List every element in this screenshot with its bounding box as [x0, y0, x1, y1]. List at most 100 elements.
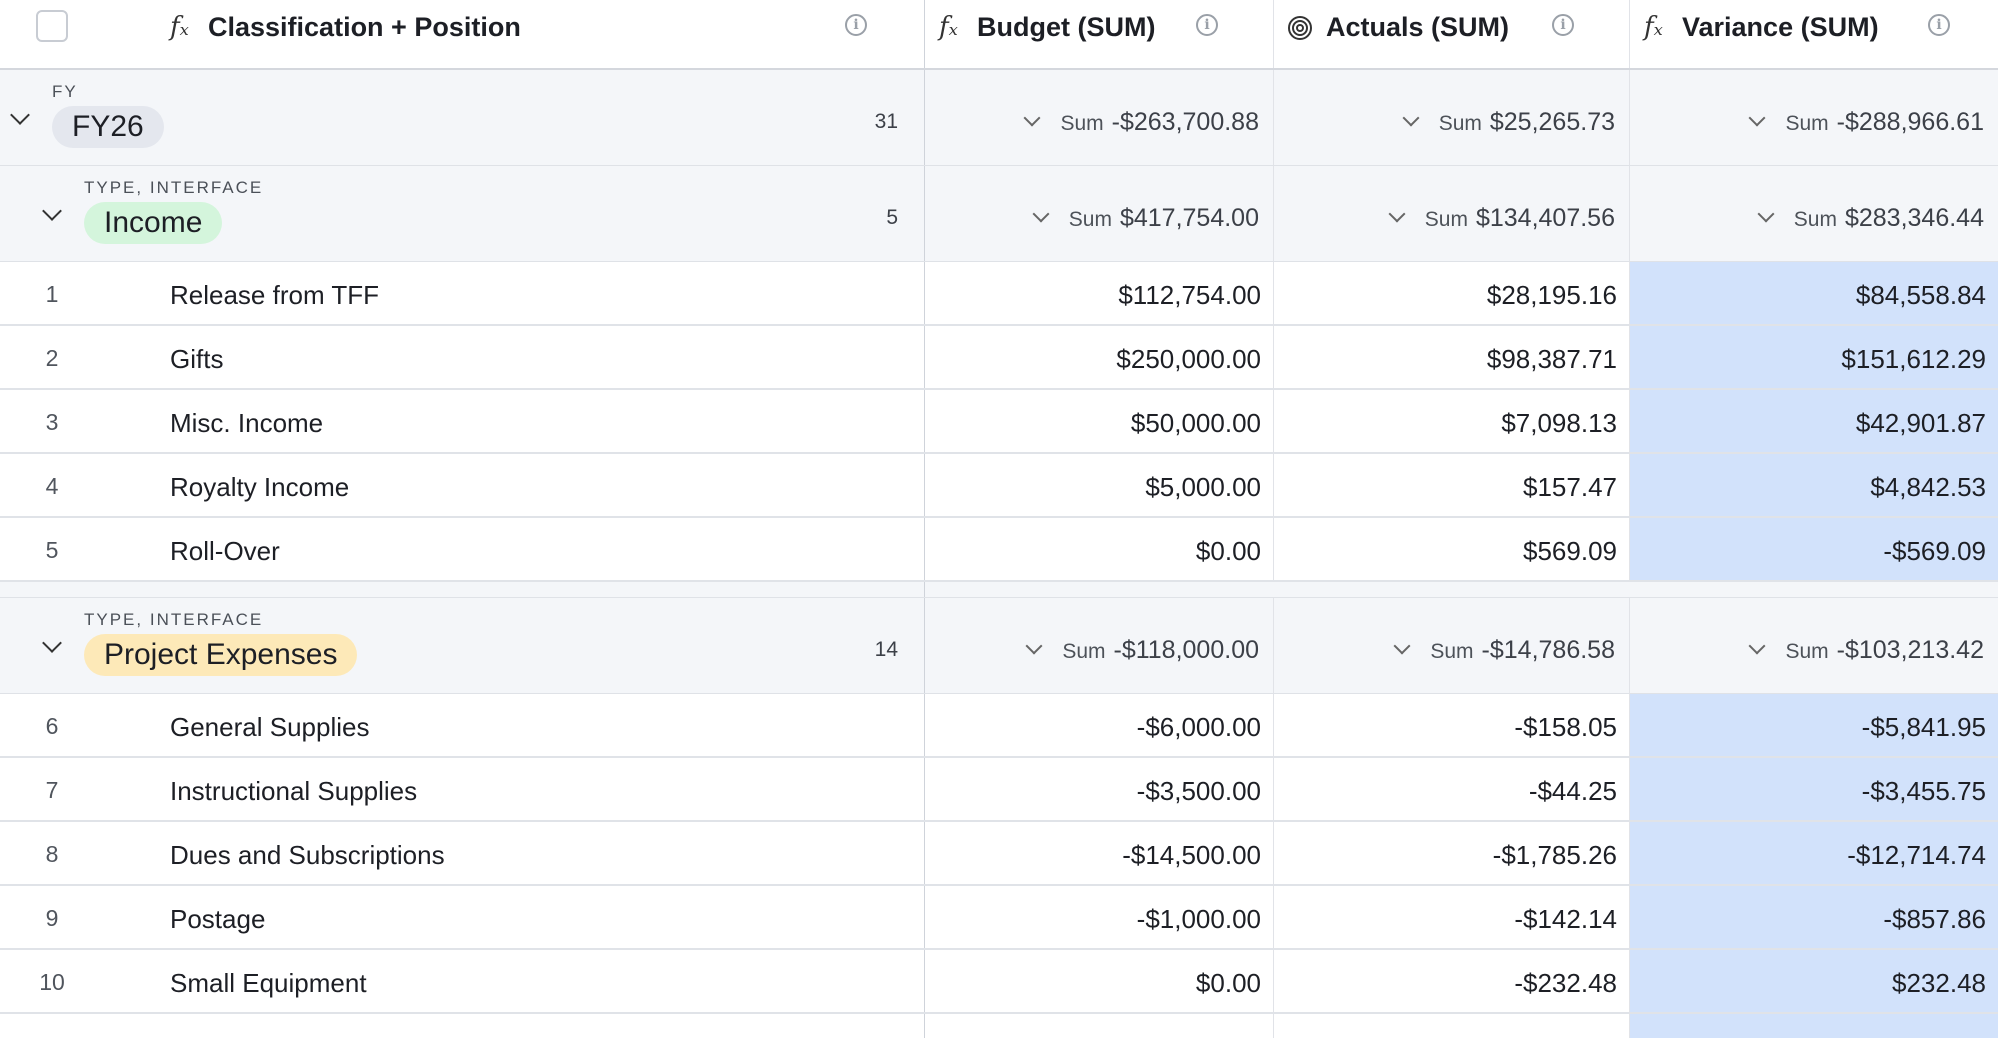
row-name[interactable]: General Supplies	[170, 712, 370, 742]
row-number: 1	[45, 281, 59, 307]
chevron-down-icon[interactable]	[1748, 637, 1766, 655]
budget-cell[interactable]: $50,000.00	[924, 390, 1273, 452]
row-name[interactable]: Release from TFF	[170, 280, 380, 310]
header-col-actuals[interactable]: Actuals (SUM) i	[1273, 0, 1629, 68]
chevron-down-icon[interactable]	[10, 105, 30, 125]
variance-cell[interactable]: $84,558.84	[1629, 262, 1998, 324]
budget-cell[interactable]: $5,000.00	[924, 454, 1273, 516]
sum-value: -$14,786.58	[1481, 636, 1615, 664]
variance-cell[interactable]: -$857.86	[1629, 886, 1998, 948]
actuals-value: -$44.25	[1528, 776, 1617, 806]
budget-cell[interactable]: $0.00	[924, 950, 1273, 1012]
chevron-down-icon[interactable]	[1748, 109, 1766, 127]
row-name[interactable]: Gifts	[170, 344, 224, 374]
chevron-down-icon[interactable]	[1023, 109, 1041, 127]
row-name[interactable]: Small Equipment	[170, 968, 367, 998]
row-number: 3	[45, 409, 59, 435]
group-sum-actuals[interactable]: Sum $134,407.56	[1273, 166, 1629, 261]
variance-value: $84,558.84	[1855, 280, 1986, 310]
actuals-cell[interactable]: $28,195.16	[1273, 262, 1629, 324]
table-row[interactable]: 5 Roll-Over $0.00 $569.09 -$569.09	[0, 518, 1998, 582]
chevron-down-icon[interactable]	[42, 201, 62, 221]
row-name[interactable]: Roll-Over	[170, 536, 280, 566]
table-row-partial[interactable]	[0, 1014, 1998, 1038]
variance-cell[interactable]	[1629, 1014, 1998, 1038]
table-row[interactable]: 6 General Supplies -$6,000.00 -$158.05 -$…	[0, 694, 1998, 758]
header-col-classification[interactable]: 𝑓ₓ Classification + Position i	[0, 0, 924, 68]
row-name[interactable]: Royalty Income	[170, 472, 350, 502]
budget-cell[interactable]	[924, 1014, 1273, 1038]
group-label: TYPE, INTERFACE	[84, 610, 264, 629]
actuals-cell[interactable]: -$142.14	[1273, 886, 1629, 948]
chevron-down-icon[interactable]	[1402, 109, 1420, 127]
header-col-budget[interactable]: 𝑓ₓ Budget (SUM) i	[924, 0, 1273, 68]
budget-cell[interactable]: -$6,000.00	[924, 694, 1273, 756]
budget-cell[interactable]: $112,754.00	[924, 262, 1273, 324]
info-icon[interactable]: i	[1196, 14, 1218, 36]
table-row[interactable]: 7 Instructional Supplies -$3,500.00 -$44.…	[0, 758, 1998, 822]
budget-value: $50,000.00	[1130, 408, 1261, 438]
variance-value: $151,612.29	[1841, 344, 1986, 374]
budget-cell[interactable]: -$14,500.00	[924, 822, 1273, 884]
table-row[interactable]: 9 Postage -$1,000.00 -$142.14 -$857.86	[0, 886, 1998, 950]
actuals-cell[interactable]: $157.47	[1273, 454, 1629, 516]
chevron-down-icon[interactable]	[42, 633, 62, 653]
table-row[interactable]: 2 Gifts $250,000.00 $98,387.71 $151,612.2…	[0, 326, 1998, 390]
variance-cell[interactable]: $232.48	[1629, 950, 1998, 1012]
variance-cell[interactable]: -$569.09	[1629, 518, 1998, 580]
table-row[interactable]: 3 Misc. Income $50,000.00 $7,098.13 $42,9…	[0, 390, 1998, 454]
info-icon[interactable]: i	[1928, 14, 1950, 36]
sum-value: -$288,966.61	[1836, 108, 1984, 136]
actuals-cell[interactable]: -$158.05	[1273, 694, 1629, 756]
chevron-down-icon[interactable]	[1032, 205, 1050, 223]
variance-cell[interactable]: -$12,714.74	[1629, 822, 1998, 884]
chevron-down-icon[interactable]	[1757, 205, 1775, 223]
chevron-down-icon[interactable]	[1393, 637, 1411, 655]
budget-cell[interactable]: -$3,500.00	[924, 758, 1273, 820]
group-label: FY	[52, 82, 78, 101]
group-sum-budget[interactable]: Sum $417,754.00	[924, 166, 1273, 261]
info-icon[interactable]: i	[845, 14, 867, 36]
chevron-down-icon[interactable]	[1025, 637, 1043, 655]
budget-cell[interactable]: $0.00	[924, 518, 1273, 580]
group-count: 31	[874, 110, 898, 133]
chevron-down-icon[interactable]	[1388, 205, 1406, 223]
variance-cell[interactable]: $42,901.87	[1629, 390, 1998, 452]
actuals-cell[interactable]: -$44.25	[1273, 758, 1629, 820]
table-row[interactable]: 10 Small Equipment $0.00 -$232.48 $232.48	[0, 950, 1998, 1014]
actuals-cell[interactable]: $98,387.71	[1273, 326, 1629, 388]
row-name[interactable]: Dues and Subscriptions	[170, 840, 445, 870]
group-sum-variance[interactable]: Sum $283,346.44	[1629, 166, 1998, 261]
group-sum-actuals[interactable]: Sum $25,265.73	[1273, 70, 1629, 165]
actuals-cell[interactable]: -$232.48	[1273, 950, 1629, 1012]
info-icon[interactable]: i	[1552, 14, 1574, 36]
variance-cell[interactable]: $4,842.53	[1629, 454, 1998, 516]
row-name[interactable]: Postage	[170, 904, 266, 934]
table-row[interactable]: 1 Release from TFF $112,754.00 $28,195.16…	[0, 262, 1998, 326]
variance-cell[interactable]: -$3,455.75	[1629, 758, 1998, 820]
group-sum-variance[interactable]: Sum -$103,213.42	[1629, 598, 1998, 693]
actuals-cell[interactable]	[1273, 1014, 1629, 1038]
row-name[interactable]: Misc. Income	[170, 408, 324, 438]
group-sum-budget[interactable]: Sum -$263,700.88	[924, 70, 1273, 165]
actuals-cell[interactable]: -$1,785.26	[1273, 822, 1629, 884]
select-all-checkbox[interactable]	[36, 10, 68, 42]
header-title-actuals: Actuals (SUM)	[1326, 12, 1510, 42]
row-name[interactable]: Instructional Supplies	[170, 776, 418, 806]
table-row[interactable]: 4 Royalty Income $5,000.00 $157.47 $4,842…	[0, 454, 1998, 518]
budget-cell[interactable]: -$1,000.00	[924, 886, 1273, 948]
variance-cell[interactable]: -$5,841.95	[1629, 694, 1998, 756]
actuals-cell[interactable]: $569.09	[1273, 518, 1629, 580]
rollup-icon	[1288, 16, 1312, 40]
table-row[interactable]: 8 Dues and Subscriptions -$14,500.00 -$1,…	[0, 822, 1998, 886]
group-cell-income: TYPE, INTERFACE Income 5	[0, 166, 924, 261]
group-sum-variance[interactable]: Sum -$288,966.61	[1629, 70, 1998, 165]
group-sum-actuals[interactable]: Sum -$14,786.58	[1273, 598, 1629, 693]
header-col-variance[interactable]: 𝑓ₓ Variance (SUM) i	[1629, 0, 1998, 68]
group-sum-budget[interactable]: Sum -$118,000.00	[924, 598, 1273, 693]
budget-cell[interactable]: $250,000.00	[924, 326, 1273, 388]
variance-cell[interactable]: $151,612.29	[1629, 326, 1998, 388]
actuals-cell[interactable]: $7,098.13	[1273, 390, 1629, 452]
name-cell: 6 General Supplies	[0, 694, 924, 756]
